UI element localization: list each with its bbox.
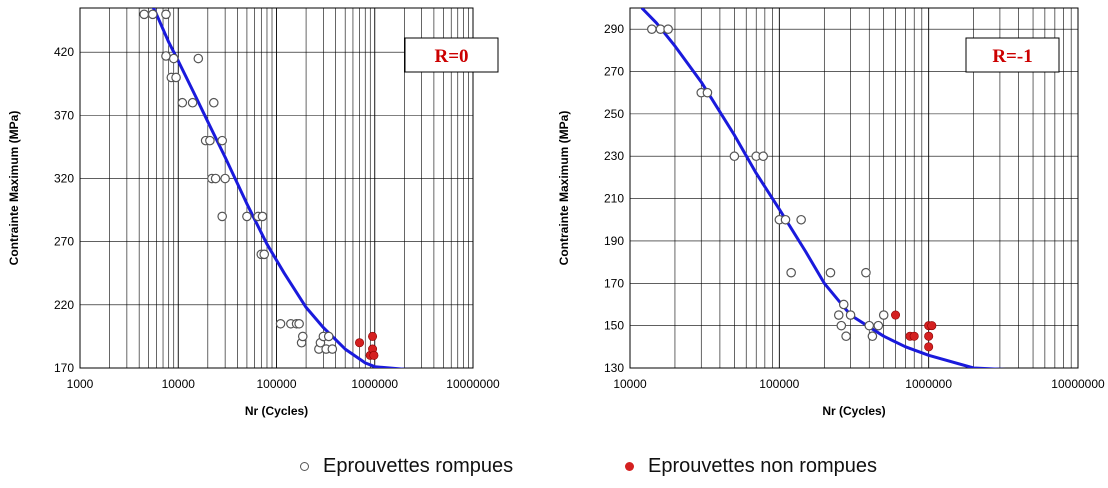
r-label-box [965,37,1060,73]
y-tick-label: 270 [54,235,74,249]
data-point-rompue [873,320,884,331]
data-point-rompue [193,53,204,64]
data-point-rompue [217,211,227,222]
y-tick-label: 130 [604,361,624,375]
legend-label-non-rompues: Eprouvettes non rompues [648,455,878,477]
x-tick-label: 10000 [613,377,647,391]
y-axis-label: Contrainte Maximum (MPa) [7,111,21,266]
y-tick-label: 420 [54,45,74,59]
y-tick-label: 210 [604,192,624,206]
data-point-rompue [220,173,230,184]
y-tick-label: 170 [604,276,624,290]
data-point-rompue [825,267,836,278]
data-point-rompue [168,53,179,64]
y-tick-label: 170 [54,361,74,375]
x-tick-label: 1000000 [351,377,398,391]
data-point-rompue [838,299,849,310]
fit-curve [640,8,1006,368]
data-point-rompue [217,135,227,146]
open-circle-icon [300,462,309,471]
data-point-non-rompue [355,338,365,348]
data-point-non-rompue [909,331,919,341]
data-point-rompue [845,310,856,320]
legend-item-non-rompues: Eprouvettes non rompues [625,455,877,478]
x-tick-label: 1000 [67,377,94,391]
x-tick-label: 1000000 [905,377,952,391]
data-point-rompue [257,211,268,222]
filled-red-circle-icon [625,462,634,471]
data-point-rompue [210,173,221,184]
data-point-non-rompue [891,310,901,320]
y-tick-label: 250 [604,107,624,121]
data-point-rompue [139,9,149,20]
data-point-non-rompue [924,342,934,352]
plot-area [629,7,1079,369]
y-tick-label: 220 [54,298,74,312]
data-point-rompue [205,135,215,146]
x-tick-label: 10000000 [1051,377,1105,391]
y-tick-label: 290 [604,22,624,36]
r-label-text: R=-1 [992,46,1032,67]
data-point-non-rompue [924,331,934,341]
data-point-rompue [242,211,252,222]
data-point-rompue [758,151,769,162]
data-point-rompue [275,318,286,329]
x-axis-label: Nr (Cycles) [822,404,885,418]
data-point-rompue [836,320,847,331]
data-point-rompue [161,9,171,20]
x-axis-label: Nr (Cycles) [245,404,308,418]
y-tick-label: 370 [54,108,74,122]
y-tick-label: 230 [604,149,624,163]
data-point-rompue [647,24,657,34]
data-point-rompue [187,97,198,108]
chart-2: 10000 100000 1000000 10000000 130 150 170 190 21… [557,7,1105,418]
data-point-non-rompue [368,331,378,341]
y-tick-label: 150 [604,319,624,333]
data-point-rompue [796,214,806,225]
x-tick-label: 10000000 [446,377,500,391]
data-point-rompue [786,267,796,278]
legend-item-rompues: Eprouvettes rompues [300,455,513,478]
data-point-rompue [327,344,338,354]
data-point-rompue [323,331,334,342]
y-axis-label: Contrainte Maximum (MPa) [557,111,571,266]
data-point-rompue [861,267,871,278]
x-tick-label: 10000 [162,377,196,391]
data-point-rompue [663,24,673,34]
data-point-non-rompue [369,350,379,360]
y-tick-label: 320 [54,172,74,186]
sn-curves-figure: 1000 10000 100000 1000000 10000000 170 220 270 3… [7,7,1105,418]
data-point-rompue [729,151,740,162]
data-point-rompue [878,310,889,320]
data-point-rompue [177,97,188,108]
chart-1: 1000 10000 100000 1000000 10000000 170 220 270 3… [7,7,500,418]
r-label-text: R=0 [434,46,468,67]
x-tick-label: 100000 [759,377,799,391]
data-point-rompue [297,331,308,342]
x-tick-label: 100000 [256,377,296,391]
legend-label-rompues: Eprouvettes rompues [323,455,514,477]
r-label-box [404,37,499,73]
data-point-rompue [208,97,219,108]
legend: Eprouvettes rompues Eprouvettes non romp… [0,455,1108,485]
data-point-rompue [867,331,878,342]
data-point-rompue [161,51,171,61]
data-point-rompue [702,87,713,98]
data-point-rompue [780,214,791,225]
data-point-rompue [294,318,304,329]
y-tick-label: 270 [604,65,624,79]
y-tick-label: 190 [604,234,624,248]
data-point-rompue [864,320,875,331]
data-point-rompue [259,249,270,260]
data-point-non-rompue [927,321,937,331]
data-point-rompue [147,9,158,20]
data-point-rompue [841,331,851,342]
data-point-rompue [833,310,844,320]
data-point-rompue [171,72,181,83]
plot-area [79,7,474,369]
